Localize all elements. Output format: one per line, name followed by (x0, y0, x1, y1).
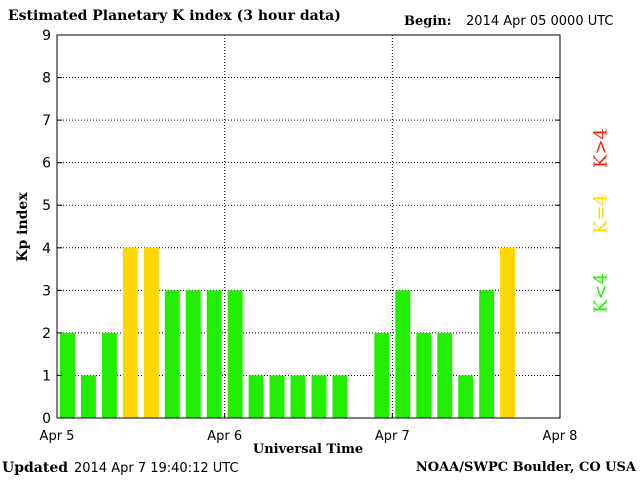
y-tick-label: 2 (42, 326, 51, 342)
legend-item: K<4 (591, 273, 612, 313)
kp-bar (332, 375, 348, 418)
kp-bar (143, 247, 159, 418)
x-axis-label: Universal Time (253, 442, 363, 457)
chart-title: Estimated Planetary K index (3 hour data… (8, 8, 341, 24)
source-label: NOAA/SWPC Boulder, CO USA (415, 460, 636, 475)
y-axis-label: Kp index (15, 192, 31, 262)
kp-bar (500, 247, 516, 418)
y-tick-label: 9 (42, 28, 51, 44)
x-tick-label: Apr 6 (207, 429, 242, 444)
kp-bar (248, 375, 264, 418)
kp-bar (101, 332, 117, 418)
y-tick-label: 7 (42, 113, 51, 129)
y-tick-label: 0 (42, 411, 51, 427)
kp-bar (311, 375, 327, 418)
y-tick-label: 6 (42, 156, 51, 172)
bars-layer (60, 247, 516, 418)
y-ticks: 0 1 2 3 4 5 6 7 8 9 (42, 28, 560, 427)
kp-bar (458, 375, 474, 418)
updated-label: Updated (2, 460, 69, 476)
kp-bar (60, 332, 75, 418)
y-tick-label: 1 (42, 368, 51, 384)
y-tick-label: 8 (42, 71, 51, 87)
kp-bar (290, 375, 306, 418)
kp-bar (122, 247, 138, 418)
kp-bar (395, 290, 411, 418)
kp-bar (80, 375, 96, 418)
plot-frame (56, 34, 561, 419)
begin-label: Begin: (404, 14, 452, 29)
kp-bar (185, 290, 201, 418)
kp-bar (227, 290, 243, 418)
x-ticks: Apr 5 Apr 6 Apr 7 Apr 8 (40, 413, 578, 444)
legend-item: K>4 (591, 128, 612, 168)
kp-bar (479, 290, 495, 418)
x-tick-label: Apr 5 (40, 429, 75, 444)
kp-bar (164, 290, 180, 418)
kp-bar (416, 332, 432, 418)
y-tick-label: 5 (42, 198, 51, 214)
x-tick-label: Apr 7 (375, 429, 410, 444)
x-tick-label: Apr 8 (543, 429, 578, 444)
grid-layer (57, 35, 560, 418)
y-tick-label: 3 (42, 283, 51, 299)
legend: K>4 K=4 K<4 (591, 128, 612, 313)
kp-bar (269, 375, 285, 418)
kp-bar (374, 332, 390, 418)
begin-value: 2014 Apr 05 0000 UTC (466, 14, 614, 29)
updated-value: 2014 Apr 7 19:40:12 UTC (74, 461, 239, 476)
legend-item: K=4 (591, 194, 612, 234)
y-tick-label: 4 (42, 241, 51, 257)
kp-bar (206, 290, 222, 418)
kp-bar (437, 332, 453, 418)
